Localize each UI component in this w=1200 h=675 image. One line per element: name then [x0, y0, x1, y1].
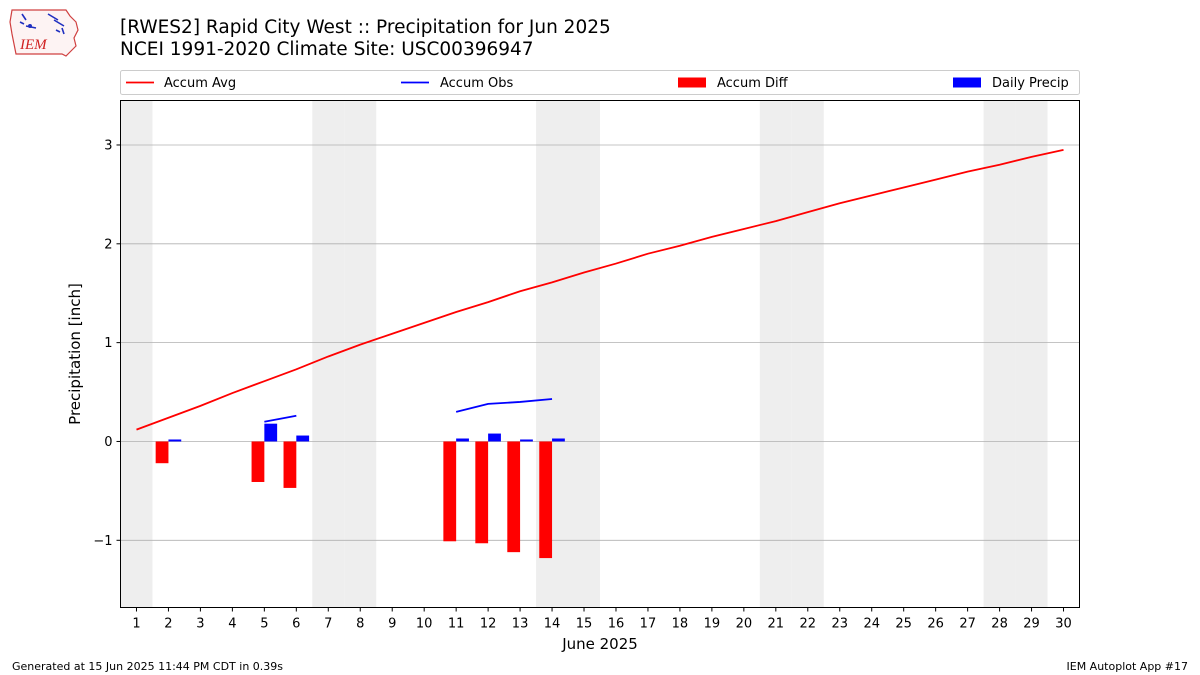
x-tick-label: 24 [863, 617, 880, 632]
legend-label: Daily Precip [992, 76, 1069, 91]
daily-precip-bar [168, 439, 182, 442]
x-tick-label: 10 [416, 617, 433, 632]
x-tick-label: 16 [608, 617, 625, 632]
y-tick-label: −1 [93, 534, 112, 549]
iem-logo: IEM [9, 9, 79, 57]
x-tick-label: 1 [132, 617, 140, 632]
daily-precip-bar [296, 435, 310, 442]
x-tick-label: 7 [324, 617, 332, 632]
x-tick-label: 28 [991, 617, 1008, 632]
x-tick-label: 6 [292, 617, 300, 632]
footer-generated: Generated at 15 Jun 2025 11:44 PM CDT in… [12, 660, 284, 673]
chart-subtitle: NCEI 1991-2020 Climate Site: USC00396947 [120, 39, 534, 60]
x-tick-label: 22 [800, 617, 817, 632]
x-tick-label: 8 [356, 617, 364, 632]
x-tick-label: 15 [576, 617, 593, 632]
x-tick-label: 11 [448, 617, 465, 632]
x-tick-label: 18 [672, 617, 689, 632]
chart-title: [RWES2] Rapid City West :: Precipitation… [120, 17, 611, 38]
weekend-band [983, 100, 1016, 608]
x-tick-label: 26 [927, 617, 944, 632]
daily-precip-bar [456, 438, 469, 442]
accum-diff-bar [475, 441, 489, 544]
x-tick-label: 23 [831, 617, 848, 632]
x-axis-ticks: 1 2 3 4 5 6 7 8 9 10 11 12 13 14 15 16 17 18 19 20 21 22 23 24 2… [132, 607, 1072, 632]
x-tick-label: 30 [1055, 617, 1072, 632]
accum-avg-line [136, 149, 1064, 431]
weekend-shading [120, 100, 1048, 608]
legend-swatch [953, 77, 981, 88]
y-axis-ticks: −1 0 1 2 3 [93, 138, 121, 549]
accum-diff-bar [507, 441, 521, 553]
bars [155, 423, 565, 559]
legend-label: Accum Obs [440, 76, 513, 91]
x-tick-label: 2 [164, 617, 172, 632]
x-tick-label: 5 [260, 617, 268, 632]
daily-precip-bar [264, 423, 278, 442]
legend: Accum Avg Accum Obs Accum Diff Daily Precip [120, 70, 1080, 95]
x-tick-label: 3 [196, 617, 204, 632]
x-tick-label: 21 [768, 617, 785, 632]
weekend-band [568, 100, 600, 608]
weekend-band [536, 100, 569, 608]
x-tick-label: 27 [959, 617, 976, 632]
accum-diff-bar [443, 441, 457, 542]
weekend-band [120, 100, 153, 608]
x-tick-label: 14 [544, 617, 561, 632]
x-tick-label: 13 [512, 617, 529, 632]
grid-lines [120, 144, 1080, 541]
lines [136, 149, 1064, 431]
daily-precip-bar [552, 438, 565, 442]
accum-diff-bar [155, 441, 169, 464]
iowa-outline-icon [9, 9, 79, 57]
accum-obs-line [455, 398, 553, 413]
x-tick-label: 29 [1023, 617, 1040, 632]
y-axis-label: Precipitation [inch] [66, 283, 84, 425]
weekend-band [1015, 100, 1048, 608]
logo-text: IEM [19, 37, 48, 53]
weekend-band [344, 100, 377, 608]
x-tick-label: 17 [640, 617, 657, 632]
legend-swatch [678, 77, 706, 88]
x-tick-label: 25 [895, 617, 912, 632]
footer-app: IEM Autoplot App #17 [1066, 660, 1189, 673]
x-tick-label: 9 [388, 617, 396, 632]
daily-precip-bar [488, 433, 501, 442]
accum-diff-bar [283, 441, 297, 488]
accum-diff-bar [539, 441, 553, 559]
weekend-band [759, 100, 792, 608]
x-tick-label: 4 [228, 617, 236, 632]
y-tick-label: 1 [104, 336, 112, 351]
y-tick-label: 3 [104, 138, 112, 153]
x-tick-label: 19 [704, 617, 721, 632]
y-tick-label: 2 [104, 237, 112, 252]
x-tick-label: 12 [480, 617, 497, 632]
legend-label: Accum Diff [717, 76, 789, 91]
plot-frame [120, 100, 1080, 608]
legend-label: Accum Avg [164, 76, 236, 91]
y-tick-label: 0 [104, 435, 112, 450]
x-axis-label: June 2025 [561, 635, 638, 653]
daily-precip-bar [520, 439, 533, 442]
weekend-band [312, 100, 345, 608]
x-tick-label: 20 [736, 617, 753, 632]
accum-diff-bar [251, 441, 265, 482]
legend-frame [120, 70, 1080, 95]
accum-obs-line [264, 414, 297, 423]
weekend-band [791, 100, 824, 608]
